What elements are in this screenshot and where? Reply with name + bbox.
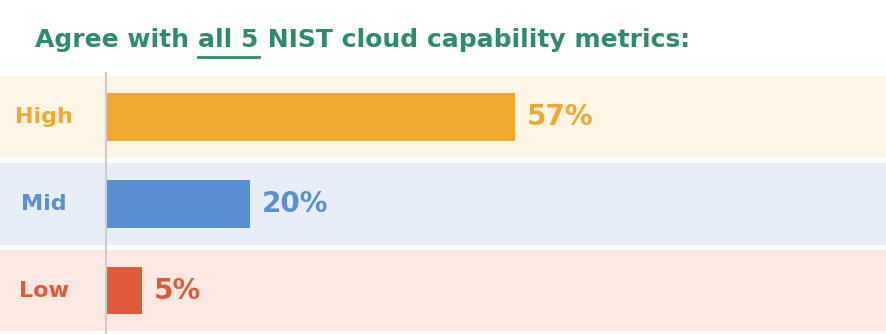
Text: High: High bbox=[15, 107, 73, 127]
Bar bbox=[0, 163, 886, 244]
Text: NIST cloud capability metrics:: NIST cloud capability metrics: bbox=[259, 28, 689, 52]
Bar bbox=[106, 180, 250, 228]
Bar bbox=[106, 93, 515, 141]
Text: Mid: Mid bbox=[21, 194, 66, 214]
Bar bbox=[0, 250, 886, 331]
Text: 57%: 57% bbox=[527, 103, 594, 131]
Text: 5%: 5% bbox=[154, 277, 201, 305]
Bar bbox=[106, 267, 142, 315]
Bar bbox=[0, 76, 886, 158]
Text: Agree with: Agree with bbox=[35, 28, 198, 52]
Text: all 5: all 5 bbox=[198, 28, 259, 52]
Text: 20%: 20% bbox=[261, 190, 328, 218]
Text: Low: Low bbox=[19, 281, 69, 301]
